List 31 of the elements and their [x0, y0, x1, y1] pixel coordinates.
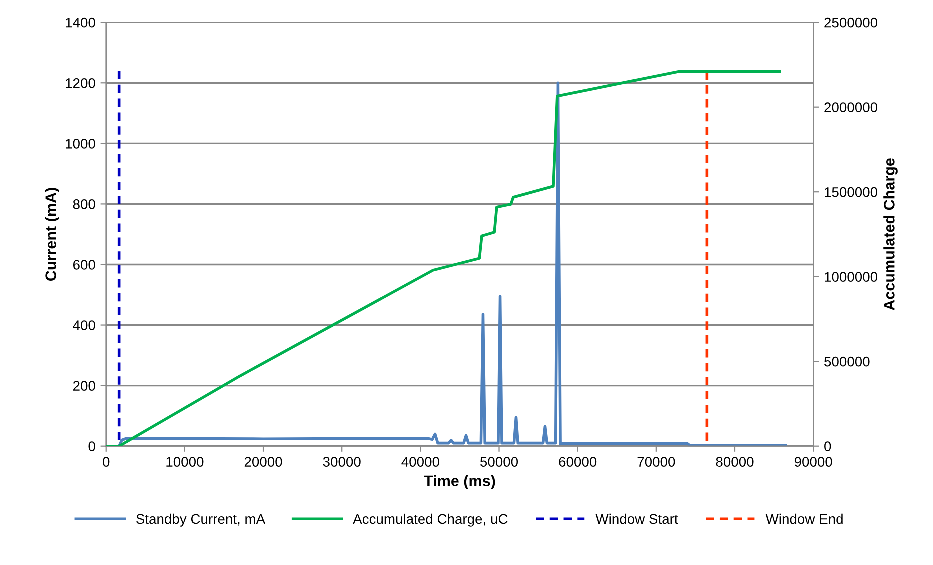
y-tick-label: 0	[88, 442, 96, 452]
legend-label: Accumulated Charge, uC	[353, 514, 508, 527]
y-tick-label: 1000	[66, 139, 96, 149]
y-tick-label: 1200	[66, 78, 96, 88]
x-tick-label: 90000	[794, 457, 832, 467]
y-tick-label: 200	[73, 381, 96, 391]
x-tick-label: 50000	[480, 457, 518, 467]
x-axis-title: Time (ms)	[424, 475, 496, 490]
y-tick-label: 400	[73, 320, 96, 330]
y-tick-label: 800	[73, 200, 96, 210]
x-tick-label: 10000	[166, 457, 204, 467]
y-tick-label: 1400	[66, 18, 96, 28]
x-tick-label: 20000	[244, 457, 282, 467]
y2-axis-title: Accumulated Charge	[884, 158, 898, 310]
legend-label: Standby Current, mA	[136, 514, 266, 527]
x-tick-label: 80000	[716, 457, 754, 467]
x-tick-label: 40000	[402, 457, 440, 467]
y2-tick-label: 1500000	[825, 187, 878, 198]
x-tick-label: 60000	[559, 457, 597, 467]
legend-label: Window End	[766, 514, 843, 524]
y2-tick-label: 2500000	[824, 18, 878, 28]
y-axis-title: Current (mA)	[45, 188, 60, 281]
y2-tick-label: 2000000	[824, 102, 878, 113]
x-tick-label: 70000	[638, 457, 676, 467]
y2-tick-label: 1000000	[825, 272, 878, 282]
x-tick-label: 30000	[323, 457, 361, 467]
y2-tick-label: 0	[824, 442, 832, 452]
y-tick-label: 600	[73, 260, 96, 270]
legend-label: Window Start	[596, 514, 678, 524]
y2-tick-label: 500000	[824, 356, 870, 367]
x-tick-label: 0	[103, 457, 110, 467]
